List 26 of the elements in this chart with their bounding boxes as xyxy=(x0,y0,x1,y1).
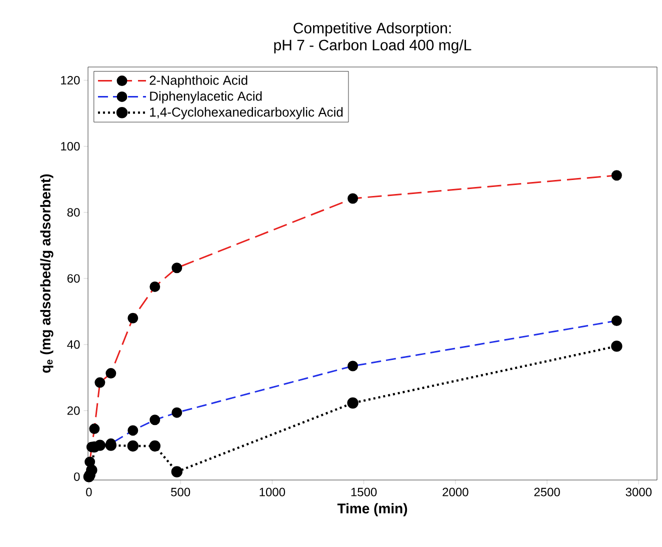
x-tick-label: 1000 xyxy=(260,488,286,496)
y-tick-label: 100 xyxy=(61,142,80,151)
legend-label: 2-Naphthoic Acid xyxy=(150,75,248,88)
x-tick-label: 500 xyxy=(171,488,190,496)
point xyxy=(611,340,622,352)
point xyxy=(127,440,138,452)
y-axis-title: q$_{e}$ (mg adsorbed/g adsorbent) xyxy=(40,174,54,373)
point xyxy=(171,466,182,478)
point xyxy=(149,440,160,452)
point xyxy=(86,464,98,476)
x-tick-label: 0 xyxy=(86,488,92,496)
x-axis-title: Time (min) xyxy=(337,503,408,516)
y-tick-label: 20 xyxy=(67,406,80,415)
legend-label: 1,4-Cyclohexanedicarboxylic Acid xyxy=(150,107,343,120)
y-tick-label: 120 xyxy=(61,76,80,84)
chart-title: Competitive Adsorption: pH 7 - Carbon Load 400 mg/L xyxy=(274,22,472,54)
x-tick-label: 2000 xyxy=(442,488,468,496)
legend-label: Diphenylacetic Acid xyxy=(150,91,262,104)
y-tick-label: 60 xyxy=(67,274,80,283)
x-tick-label: 3000 xyxy=(626,488,652,496)
x-tick-label: 2500 xyxy=(534,488,560,496)
y-tick-label: 80 xyxy=(67,208,80,217)
point xyxy=(347,397,358,409)
y-tick-label: 40 xyxy=(67,340,80,349)
y-tick-label: 0 xyxy=(74,472,80,481)
x-tick-label: 1500 xyxy=(351,488,377,496)
